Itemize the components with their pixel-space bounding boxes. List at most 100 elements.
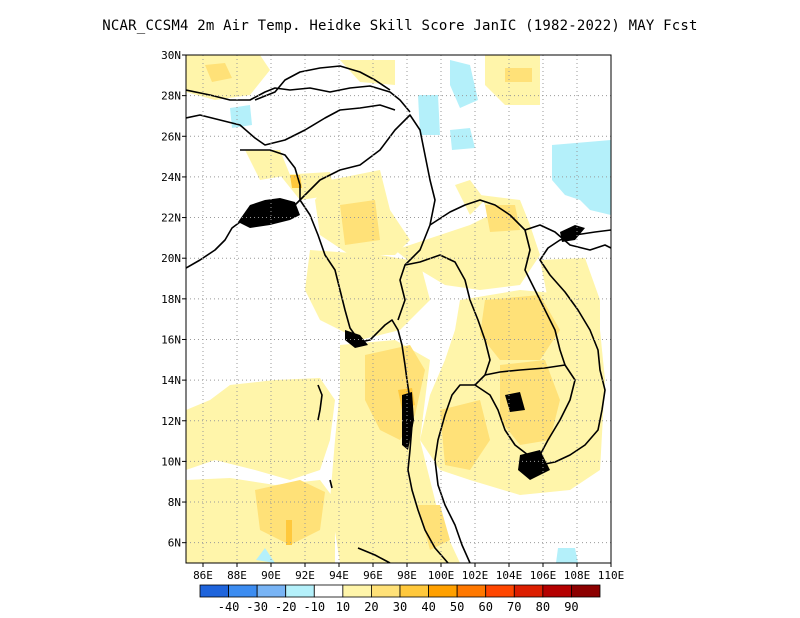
shading-neg10-neg20 [230,60,611,563]
lat-tick-label: 14N [161,374,181,387]
longitude-axis: 86E 88E 90E 92E 94E 96E 98E 100E 102E 104E 106E 108… [193,563,624,582]
border-vietnam-north [524,224,611,251]
mergui-archipelago [402,392,414,450]
colorbar-swatch [428,584,458,598]
border-nepal-bhutan [254,65,391,101]
colorbar-label: 60 [478,600,492,614]
mekong-delta [518,450,550,480]
colorbar-label: 20 [364,600,378,614]
border-thailand [404,254,491,386]
shade-region [418,505,450,550]
colorbar-swatch [228,584,258,598]
shade-region [245,150,290,180]
gridlines [186,55,611,563]
shade-region [256,548,275,563]
lon-tick-label: 88E [227,569,247,582]
lon-tick-label: 90E [261,569,281,582]
lat-tick-label: 30N [161,49,181,62]
coastline-bay-of-bengal [186,199,408,381]
shade-region [230,105,252,128]
colorbar-label: 40 [421,600,435,614]
shade-region [340,200,380,245]
lat-tick-label: 8N [168,496,181,509]
colorbar-swatch [485,584,515,598]
shade-region [450,60,478,108]
colorbar-label: 50 [450,600,464,614]
shade-region [450,128,475,150]
shade-region [556,548,578,563]
colorbar-label: 10 [336,600,350,614]
shade-region [455,180,485,215]
coastlines-borders [186,65,611,563]
lon-tick-label: 86E [193,569,213,582]
colorbar-swatch [571,584,601,598]
colorbar-swatch [342,584,372,598]
skill-shading [186,55,611,563]
shade-region [286,520,292,545]
map-title: NCAR_CCSM4 2m Air Temp. Heidke Skill Sco… [102,18,698,34]
colorbar-label: 80 [536,600,550,614]
colorbar-label: 30 [393,600,407,614]
lat-tick-label: 6N [168,537,181,550]
shade-region [480,295,560,360]
irrawaddy-delta [345,330,368,348]
lat-tick-label: 20N [161,252,181,265]
lon-tick-label: 100E [428,569,455,582]
shade-region [505,68,532,82]
lat-tick-label: 24N [161,171,181,184]
shade-region [290,175,302,188]
lat-tick-label: 12N [161,415,181,428]
coastline-nicobar [329,479,333,489]
colorbar-label: -20 [275,600,297,614]
colorbar-label: -40 [218,600,240,614]
border-cambodia [484,364,576,456]
lon-tick-label: 98E [397,569,417,582]
colorbar-swatch [513,584,544,598]
colorbar-swatch [371,584,401,598]
lon-tick-label: 92E [295,569,315,582]
colorbar-swatch [399,584,429,598]
shade-region [500,360,560,445]
lat-tick-label: 22N [161,212,181,225]
coastline-gulf-of-thailand [434,229,611,563]
shade-region [255,480,325,545]
colorbar-swatch [456,584,487,598]
colorbar-swatch [256,584,287,598]
shade-region [440,400,490,470]
lat-tick-label: 18N [161,293,181,306]
lon-tick-label: 102E [462,569,489,582]
lon-tick-label: 108E [564,569,591,582]
ganges-delta [238,198,300,228]
border-laos [429,199,566,366]
lat-tick-label: 16N [161,333,181,346]
lon-tick-label: 110E [598,569,625,582]
colorbar-label: -30 [246,600,268,614]
shade-region [552,140,611,215]
lat-tick-label: 26N [161,130,181,143]
lat-tick-label: 28N [161,90,181,103]
colorbar-swatch [199,584,229,598]
shade-region [205,63,232,82]
colorbar-labels: -40 -30 -20 -10 10 20 30 40 50 60 70 80 90 [218,600,579,614]
colorbar-label: 90 [564,600,578,614]
shade-region [186,378,335,480]
plot-frame [185,54,612,564]
tonle-sap [505,392,525,412]
lon-tick-label: 94E [329,569,349,582]
shade-region [340,60,395,85]
shade-region [418,95,440,135]
colorbar-label: 70 [507,600,521,614]
colorbar-label: -10 [303,600,325,614]
shade-region [485,205,520,232]
colorbar-swatch [542,584,572,598]
lat-tick-label: 10N [161,455,181,468]
red-river-delta [560,225,585,242]
border-bangladesh [240,149,301,200]
lon-tick-label: 104E [496,569,523,582]
colorbar-swatch [285,584,315,598]
border-india-ne [186,104,396,146]
border-myanmar-east [299,114,436,321]
border-china-north [186,85,411,113]
coastal-detail [238,198,585,480]
